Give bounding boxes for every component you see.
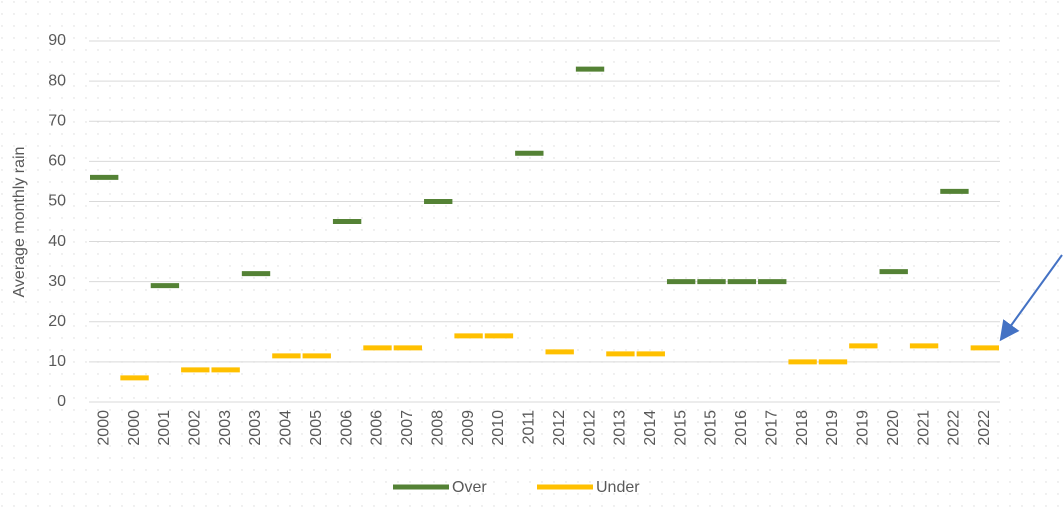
- y-tick-label: 40: [48, 233, 66, 250]
- x-tick-label: 2019: [855, 410, 872, 446]
- x-tick-label: 2013: [612, 410, 629, 446]
- y-tick-label: 10: [48, 353, 66, 370]
- x-tick-label: 2012: [581, 410, 598, 446]
- x-tick-label: 2004: [278, 410, 295, 446]
- x-tick-label: 2006: [369, 410, 386, 446]
- x-tick-label: 2018: [794, 410, 811, 446]
- x-tick-label: 2020: [885, 410, 902, 446]
- y-tick-label: 30: [48, 273, 66, 290]
- x-tick-label: 2015: [703, 410, 720, 446]
- x-tick-label: 2006: [338, 410, 355, 446]
- x-tick-label: 2011: [521, 410, 538, 445]
- x-tick-label: 2014: [642, 410, 659, 446]
- y-tick-label: 70: [48, 112, 66, 129]
- x-tick-label: 2001: [156, 410, 173, 446]
- x-tick-label: 2000: [95, 410, 112, 446]
- legend-label: Under: [596, 479, 640, 496]
- x-tick-label: 2012: [551, 410, 568, 446]
- x-tick-label: 2005: [308, 410, 325, 446]
- x-tick-label: 2021: [915, 410, 932, 446]
- x-tick-label: 2017: [763, 410, 780, 446]
- y-tick-label: 60: [48, 153, 66, 170]
- x-tick-label: 2002: [187, 410, 204, 446]
- x-tick-label: 2019: [824, 410, 841, 446]
- x-tick-label: 2003: [247, 410, 264, 446]
- y-tick-label: 50: [48, 193, 66, 210]
- y-tick-label: 20: [48, 313, 66, 330]
- x-tick-label: 2000: [126, 410, 143, 446]
- x-tick-label: 2015: [672, 410, 689, 446]
- y-tick-label: 0: [57, 393, 66, 410]
- x-tick-label: 2009: [460, 410, 477, 446]
- y-tick-label: 80: [48, 72, 66, 89]
- x-tick-label: 2022: [976, 410, 993, 446]
- y-tick-label: 90: [48, 32, 66, 49]
- annotation-arrow: [999, 254, 1063, 342]
- x-tick-label: 2007: [399, 410, 416, 446]
- x-tick-label: 2016: [733, 410, 750, 446]
- x-tick-label: 2008: [429, 410, 446, 446]
- x-tick-label: 2022: [946, 410, 963, 446]
- legend-label: Over: [452, 479, 487, 496]
- y-axis-title: Average monthly rain: [11, 147, 28, 298]
- x-tick-label: 2003: [217, 410, 234, 446]
- x-tick-label: 2010: [490, 410, 507, 446]
